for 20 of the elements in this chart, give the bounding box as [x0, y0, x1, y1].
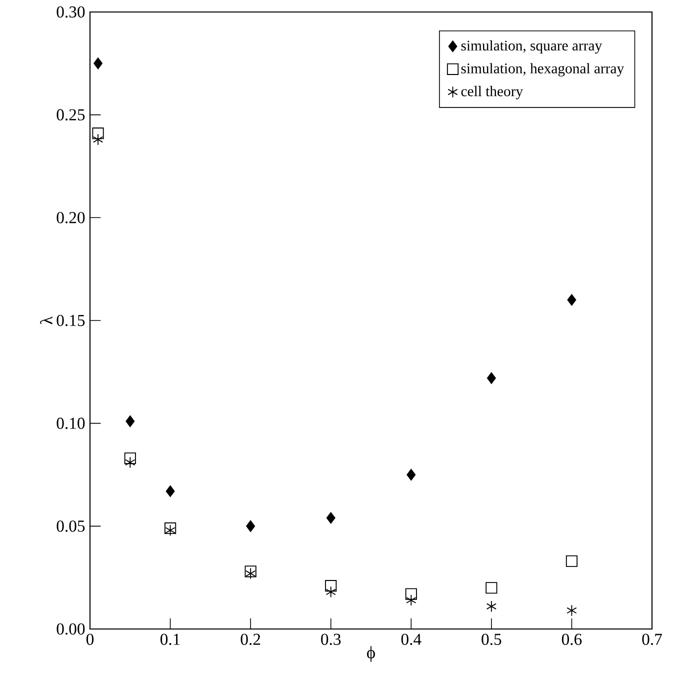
x-tick-label: 0.6 — [562, 634, 582, 646]
x-tick-label: 0 — [86, 634, 94, 645]
legend-label: cell theory — [461, 86, 524, 100]
y-tick-label: 0.15 — [56, 314, 85, 326]
x-tick-label: 0.5 — [482, 634, 502, 646]
y-tick-label: 0.00 — [56, 623, 85, 635]
x-tick-label: 0.2 — [240, 634, 260, 646]
y-tick-label: 0.10 — [56, 418, 85, 429]
x-tick-label: 0.7 — [642, 634, 662, 646]
y-axis-title: λ — [40, 316, 52, 324]
y-tick-label: 0.25 — [56, 109, 85, 120]
x-tick-label: 0.4 — [401, 634, 422, 646]
x-tick-label: 0.1 — [160, 634, 180, 646]
legend-label: simulation, hexagonal array — [461, 63, 624, 76]
y-tick-label: 0.30 — [56, 6, 85, 18]
legend-label: simulation, square array — [461, 40, 602, 54]
x-tick-label: 0.3 — [321, 634, 341, 646]
x-axis-title: ϕ — [367, 646, 375, 662]
y-tick-label: 0.20 — [56, 212, 85, 224]
y-tick-label: 0.05 — [56, 520, 85, 532]
